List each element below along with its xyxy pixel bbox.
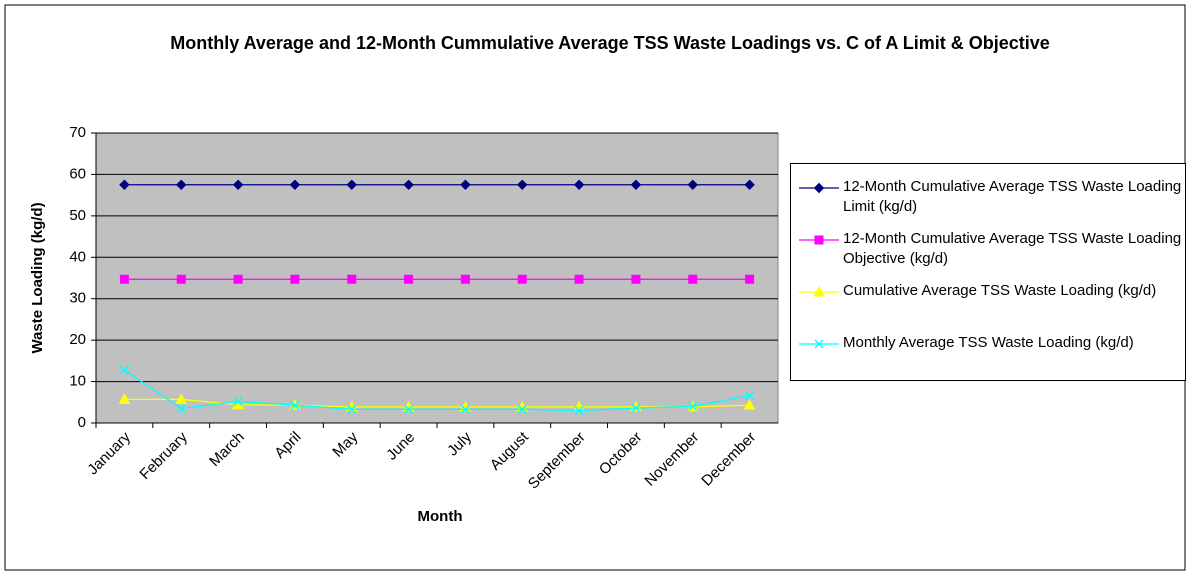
marker — [233, 396, 243, 406]
y-tick-label: 0 — [78, 414, 86, 431]
marker — [688, 274, 698, 284]
marker — [118, 393, 131, 404]
x-axis-label: Month — [418, 508, 463, 525]
y-axis-label: Waste Loading (kg/d) — [29, 202, 46, 353]
series-line — [124, 398, 750, 408]
marker — [119, 365, 129, 375]
marker — [347, 274, 357, 284]
marker — [346, 179, 357, 190]
marker — [814, 235, 824, 245]
legend-entry: Monthly Average TSS Waste Loading (kg/d) — [791, 333, 1187, 383]
marker — [176, 274, 186, 284]
legend-entry: 12-Month Cumulative Average TSS Waste Lo… — [791, 229, 1187, 279]
legend-swatch — [799, 339, 839, 349]
chart-title: Monthly Average and 12-Month Cummulative… — [170, 33, 1050, 53]
marker — [404, 404, 414, 414]
marker — [232, 179, 244, 190]
marker — [175, 393, 188, 404]
legend-label: 12-Month Cumulative Average TSS Waste Lo… — [843, 230, 1182, 267]
marker — [517, 274, 527, 284]
marker — [290, 400, 300, 410]
legend-swatch — [799, 235, 839, 245]
marker — [743, 399, 756, 410]
marker — [744, 179, 755, 190]
marker — [403, 179, 414, 190]
marker — [119, 274, 129, 284]
marker — [688, 401, 698, 411]
legend-label: 12-Month Cumulative Average TSS Waste Lo… — [843, 178, 1182, 215]
legend-swatch — [799, 182, 839, 194]
legend-label: Cumulative Average TSS Waste Loading (kg… — [843, 282, 1157, 299]
marker — [347, 404, 357, 414]
marker — [813, 285, 825, 297]
y-tick-label: 70 — [69, 124, 86, 141]
marker — [573, 179, 585, 190]
marker — [745, 391, 755, 401]
y-tick-label: 60 — [69, 165, 86, 182]
legend-entry: Cumulative Average TSS Waste Loading (kg… — [791, 281, 1187, 331]
marker — [460, 274, 470, 284]
marker — [687, 179, 698, 190]
marker — [290, 274, 300, 284]
marker — [404, 274, 414, 284]
y-tick-label: 40 — [69, 248, 86, 265]
marker — [289, 179, 301, 190]
marker — [574, 274, 584, 284]
marker — [176, 179, 187, 190]
plot-area — [95, 132, 779, 424]
legend-swatch — [799, 285, 839, 297]
marker — [814, 339, 824, 349]
marker — [745, 274, 755, 284]
marker — [630, 179, 642, 190]
marker — [631, 403, 641, 413]
marker — [176, 403, 186, 414]
marker — [233, 274, 243, 284]
marker — [813, 182, 825, 194]
y-tick-label: 20 — [69, 331, 86, 348]
marker — [631, 274, 641, 284]
marker — [517, 179, 528, 190]
marker — [460, 179, 471, 190]
marker — [460, 404, 470, 414]
marker — [119, 179, 130, 190]
marker — [574, 406, 584, 416]
y-tick-label: 30 — [69, 290, 86, 307]
legend: 12-Month Cumulative Average TSS Waste Lo… — [790, 163, 1186, 381]
marker — [517, 404, 527, 414]
series-line — [124, 369, 750, 412]
legend-label: Monthly Average TSS Waste Loading (kg/d) — [843, 334, 1134, 351]
legend-entry: 12-Month Cumulative Average TSS Waste Lo… — [791, 177, 1187, 227]
y-tick-label: 50 — [69, 207, 86, 224]
y-tick-label: 10 — [69, 373, 86, 390]
